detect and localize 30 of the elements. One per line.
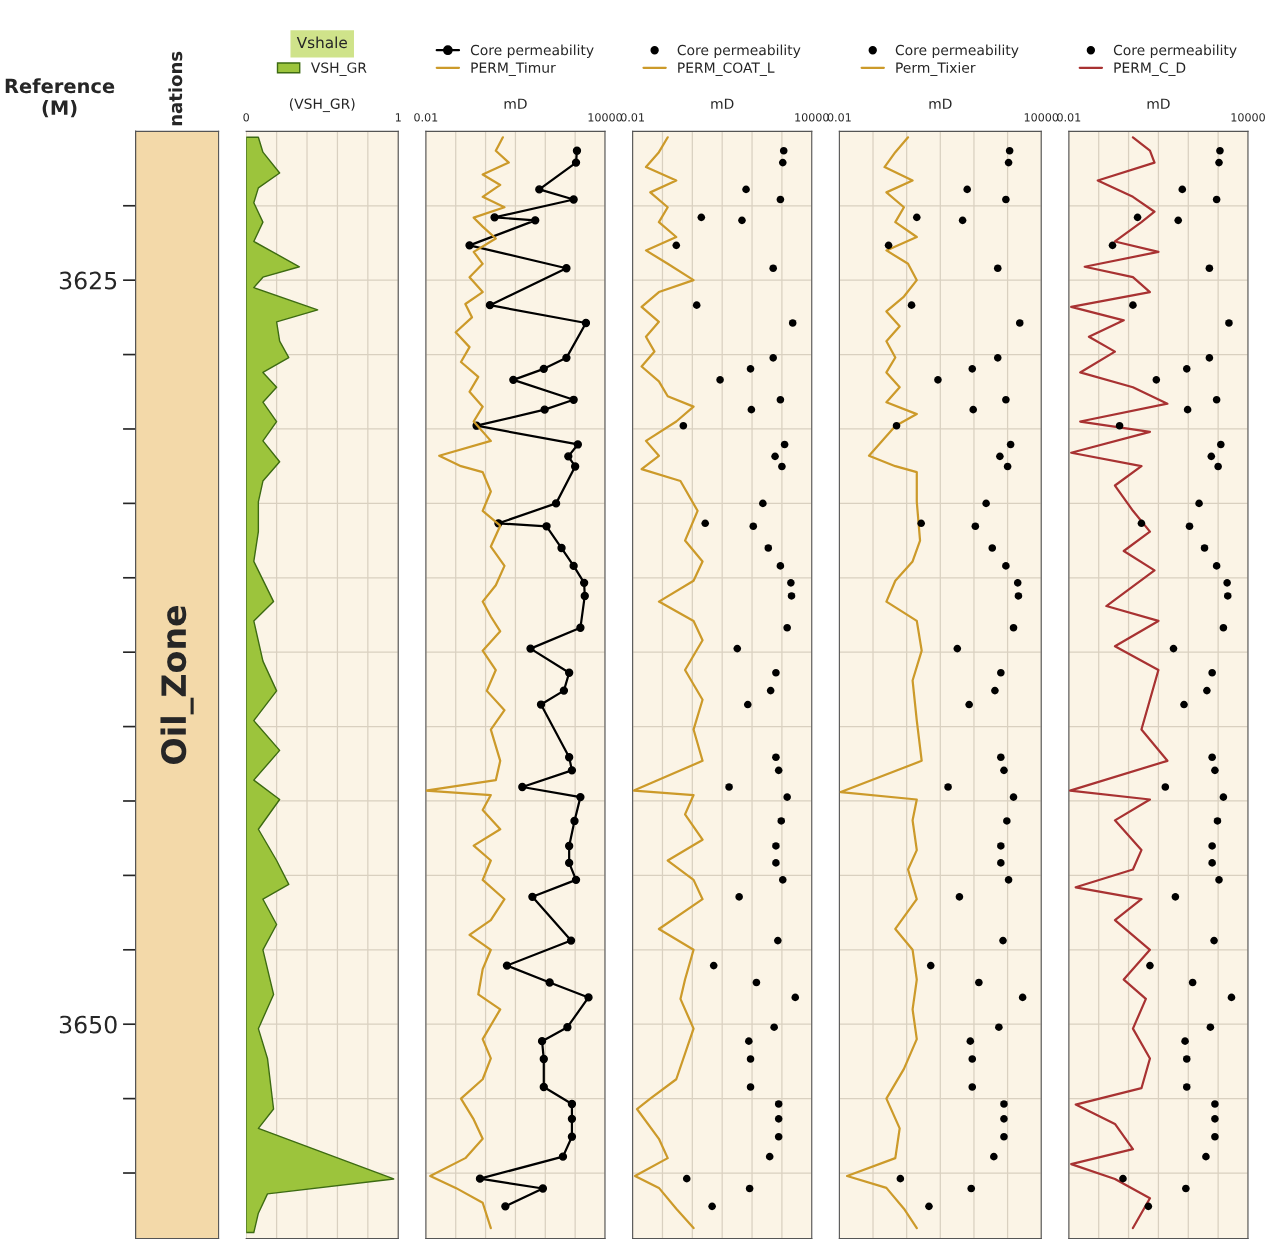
x-tick-label: 10000 <box>795 113 829 122</box>
text: Oil_Zone <box>160 605 194 764</box>
x-tick-label: 0.01 <box>827 113 851 122</box>
x-axis-title: (VSH_GR) <box>289 98 355 113</box>
y-tick-label: 3625 <box>59 271 117 290</box>
x-tick-label: 10000 <box>588 113 622 122</box>
legend-label: PERM_COAT_L <box>678 62 775 76</box>
text: nations <box>168 51 183 126</box>
x-tick-label: 0 <box>243 113 249 122</box>
legend-label: Core permeability <box>895 44 1019 58</box>
x-tick-label: 0.01 <box>620 113 644 122</box>
x-tick-label: 10000 <box>1024 113 1059 122</box>
legend-label: PERM_Timur <box>471 62 556 76</box>
x-axis-title: mD <box>711 98 734 109</box>
x-axis-title: mD <box>1147 98 1170 109</box>
legend-label: VSH_GR <box>310 62 367 76</box>
legend-label: Core permeability <box>677 44 801 58</box>
y-axis-title: Reference (M) <box>5 78 115 118</box>
legend-label: Core permeability <box>1113 44 1237 58</box>
x-axis-title: mD <box>929 98 952 109</box>
chart-title: Vshale <box>296 36 347 49</box>
y-tick-label: 3650 <box>59 1015 117 1034</box>
x-tick-label: 1 <box>395 113 401 122</box>
legend-label: Perm_Tixier <box>896 62 976 76</box>
legend-label: Core permeability <box>470 44 594 58</box>
x-tick-label: 0.01 <box>1057 113 1081 122</box>
legend-label: PERM_C_D <box>1114 62 1186 76</box>
x-tick-label: 0.01 <box>414 113 438 122</box>
x-axis-title: mD <box>504 98 527 109</box>
x-tick-label: 10000 <box>1231 113 1265 122</box>
